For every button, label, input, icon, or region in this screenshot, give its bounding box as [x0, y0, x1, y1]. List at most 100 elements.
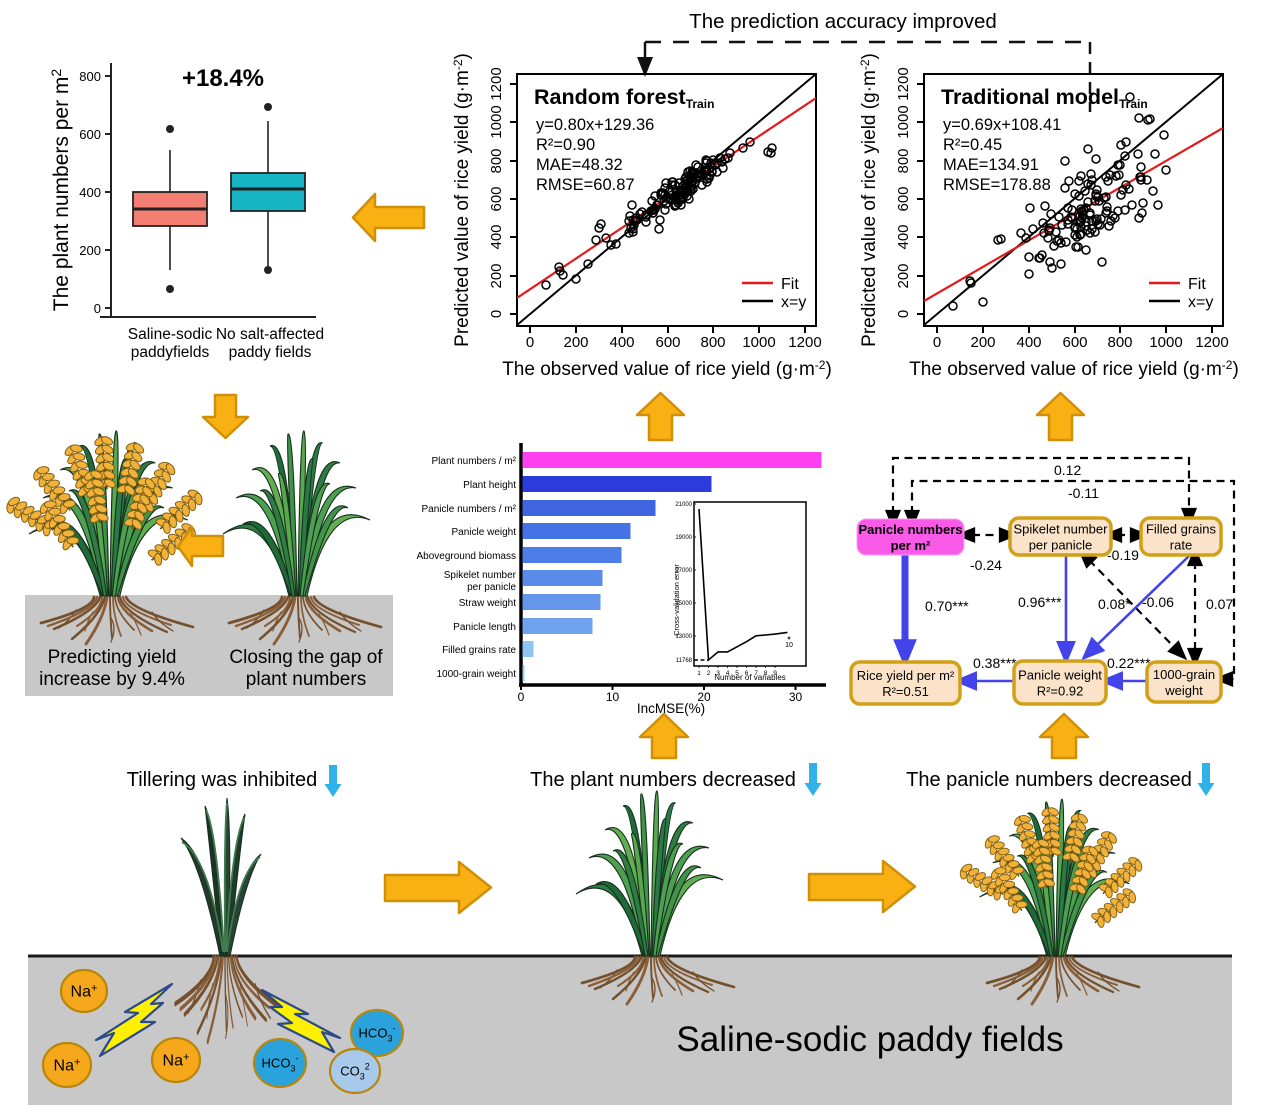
svg-text:RMSE=178.88: RMSE=178.88: [943, 176, 1051, 194]
svg-text:Filled grains rate: Filled grains rate: [442, 645, 516, 656]
svg-text:HCO3-: HCO3-: [262, 1054, 299, 1074]
svg-text:800: 800: [488, 148, 505, 173]
svg-text:600: 600: [79, 127, 101, 142]
svg-text:10: 10: [606, 690, 620, 704]
svg-text:20: 20: [697, 690, 711, 704]
svg-text:2: 2: [707, 670, 711, 677]
svg-text:600: 600: [895, 186, 912, 211]
svg-text:R²=0.51: R²=0.51: [882, 684, 929, 699]
svg-text:0: 0: [895, 310, 912, 318]
svg-text:0: 0: [518, 690, 525, 704]
svg-text:600: 600: [655, 334, 680, 351]
svg-text:R²=0.90: R²=0.90: [536, 136, 595, 154]
svg-text:per panicle: per panicle: [467, 582, 516, 593]
svg-text:800: 800: [79, 69, 101, 84]
svg-text:Panicle weight: Panicle weight: [452, 527, 517, 538]
svg-text:y=0.80x+129.36: y=0.80x+129.36: [536, 116, 654, 134]
svg-text:Panicle weight: Panicle weight: [1018, 668, 1102, 683]
svg-text:The panicle numbers decreased: The panicle numbers decreased: [906, 769, 1192, 791]
svg-text:The plant numbers per m2: The plant numbers per m2: [48, 69, 73, 312]
svg-text:11768: 11768: [676, 658, 693, 664]
svg-text:6: 6: [745, 670, 749, 677]
svg-text:Rice yield per m²: Rice yield per m²: [857, 668, 955, 683]
svg-text:200: 200: [488, 263, 505, 288]
svg-text:Plant numbers / m²: Plant numbers / m²: [432, 456, 517, 467]
svg-text:IncMSE(%): IncMSE(%): [637, 701, 705, 716]
svg-text:+18.4%: +18.4%: [182, 65, 264, 92]
svg-text:0.07: 0.07: [1206, 596, 1233, 612]
svg-text:1: 1: [697, 670, 701, 677]
svg-text:paddyfields: paddyfields: [131, 344, 210, 361]
svg-text:R²=0.92: R²=0.92: [1037, 684, 1084, 699]
svg-text:1000-grain weight: 1000-grain weight: [437, 669, 517, 680]
svg-text:400: 400: [895, 224, 912, 249]
svg-text:0.12: 0.12: [1054, 462, 1081, 478]
svg-text:800: 800: [1107, 334, 1132, 351]
svg-text:1000: 1000: [742, 334, 775, 351]
svg-text:400: 400: [609, 334, 634, 351]
svg-text:1200: 1200: [488, 67, 505, 100]
svg-text:HCO3-: HCO3-: [359, 1024, 396, 1044]
svg-text:Straw weight: Straw weight: [459, 598, 516, 609]
svg-text:-0.11: -0.11: [1068, 485, 1099, 501]
svg-text:-0.24: -0.24: [970, 557, 1002, 573]
svg-text:600: 600: [1062, 334, 1087, 351]
svg-text:Na+: Na+: [54, 1057, 81, 1075]
svg-text:Saline-sodic: Saline-sodic: [128, 326, 213, 343]
svg-text:200: 200: [970, 334, 995, 351]
svg-text:400: 400: [488, 224, 505, 249]
svg-text:increase by 9.4%: increase by 9.4%: [39, 669, 185, 690]
svg-text:Predicted value of rice yield: Predicted value of rice yield (g·m-2): [451, 53, 473, 347]
svg-text:0.96***: 0.96***: [1018, 594, 1062, 610]
svg-text:The prediction accuracy improv: The prediction accuracy improved: [689, 10, 997, 33]
svg-text:Panicle numbers: Panicle numbers: [858, 522, 962, 537]
svg-text:1200: 1200: [895, 67, 912, 100]
svg-text:0.22***: 0.22***: [1107, 655, 1151, 671]
svg-text:The observed value of rice yie: The observed value of rice yield (g·m-2): [502, 358, 832, 380]
svg-text:200: 200: [79, 243, 101, 258]
svg-text:1000: 1000: [895, 105, 912, 138]
svg-text:0.08*: 0.08*: [1098, 596, 1131, 612]
svg-text:0: 0: [526, 334, 534, 351]
svg-text:0: 0: [94, 301, 101, 316]
svg-text:19000: 19000: [675, 535, 692, 541]
svg-text:30: 30: [789, 690, 803, 704]
svg-text:per m²: per m²: [891, 538, 931, 553]
svg-text:9: 9: [773, 670, 777, 677]
svg-text:Fit: Fit: [1188, 276, 1206, 293]
svg-text:The plant numbers decreased: The plant numbers decreased: [530, 769, 796, 791]
svg-text:400: 400: [1016, 334, 1041, 351]
svg-text:0: 0: [488, 310, 505, 318]
svg-text:Filled grains: Filled grains: [1146, 522, 1217, 537]
svg-text:10: 10: [785, 642, 793, 649]
svg-text:5: 5: [735, 670, 739, 677]
svg-text:17000: 17000: [675, 568, 692, 574]
svg-text:1000-grain: 1000-grain: [1153, 667, 1215, 682]
svg-text:Aboveground biomass: Aboveground biomass: [416, 551, 516, 562]
svg-text:1000: 1000: [1149, 334, 1182, 351]
svg-text:Traditional modelTrain: Traditional modelTrain: [941, 85, 1148, 111]
svg-text:Predicted value of rice yield: Predicted value of rice yield (g·m-2): [858, 53, 880, 347]
svg-text:800: 800: [700, 334, 725, 351]
svg-text:x=y: x=y: [781, 294, 806, 311]
svg-text:Number of variables: Number of variables: [714, 673, 786, 682]
svg-text:0.70***: 0.70***: [925, 598, 969, 614]
svg-text:0: 0: [933, 334, 941, 351]
svg-text:8: 8: [764, 670, 768, 677]
svg-text:Plant height: Plant height: [463, 480, 516, 491]
svg-text:Panicle numbers / m²: Panicle numbers / m²: [422, 504, 517, 515]
svg-text:Predicting yield: Predicting yield: [48, 647, 177, 668]
svg-text:Na+: Na+: [71, 983, 98, 1001]
svg-text:3: 3: [716, 670, 720, 677]
svg-text:4: 4: [726, 670, 730, 677]
svg-text:600: 600: [488, 186, 505, 211]
svg-text:800: 800: [895, 148, 912, 173]
svg-text:Random forestTrain: Random forestTrain: [534, 85, 714, 111]
svg-text:7: 7: [754, 670, 758, 677]
svg-text:21000: 21000: [675, 502, 692, 508]
svg-text:Tillering was inhibited: Tillering was inhibited: [127, 769, 317, 791]
svg-text:200: 200: [895, 263, 912, 288]
svg-text:0.38***: 0.38***: [973, 655, 1017, 671]
svg-text:Spikelet number: Spikelet number: [1014, 522, 1109, 537]
svg-text:400: 400: [79, 185, 101, 200]
